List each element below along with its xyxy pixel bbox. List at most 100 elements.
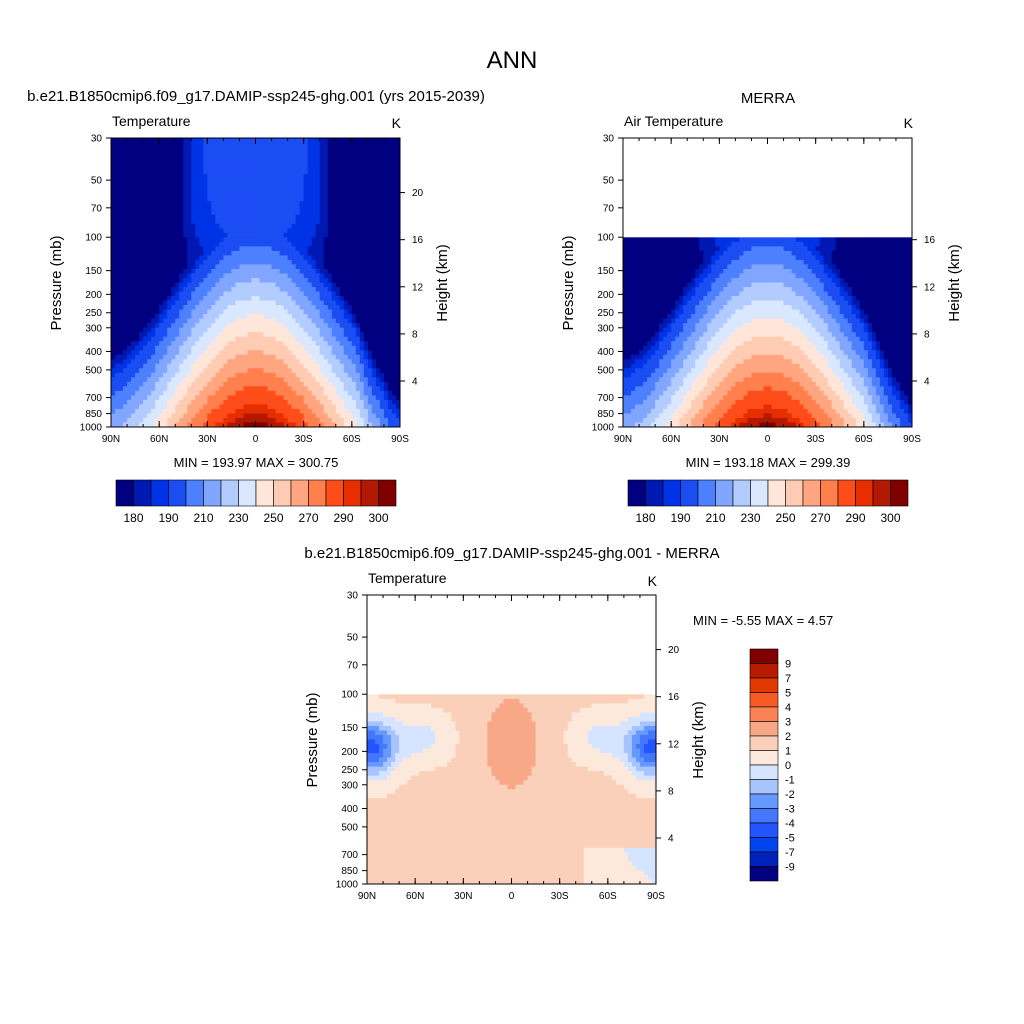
- field-cell: [151, 201, 156, 207]
- field-cell: [139, 390, 144, 396]
- field-cell: [255, 318, 260, 324]
- field-cell: [271, 314, 276, 320]
- field-cell: [323, 183, 329, 189]
- field-cell: [319, 336, 325, 342]
- field-cell: [211, 363, 216, 369]
- field-cell: [275, 296, 280, 301]
- field-cell: [123, 314, 128, 320]
- field-cell: [863, 241, 869, 247]
- field-cell: [279, 151, 284, 157]
- field-cell: [239, 332, 244, 338]
- field-cell: [203, 205, 208, 211]
- field-cell: [151, 287, 156, 292]
- field-cell: [195, 408, 200, 414]
- field-cell: [139, 399, 144, 405]
- field-cell: [395, 377, 401, 383]
- field-cell: [343, 390, 349, 396]
- field-cell: [323, 372, 329, 378]
- field-cell: [275, 363, 280, 369]
- field-cell: [195, 336, 200, 342]
- field-cell: [159, 201, 164, 207]
- field-cell: [135, 296, 140, 301]
- field-cell: [335, 196, 341, 202]
- field-cell: [323, 296, 329, 301]
- field-cell: [259, 178, 264, 184]
- field-cell: [155, 341, 160, 347]
- field-cell: [303, 381, 309, 387]
- field-cell: [131, 291, 136, 297]
- field-cell: [307, 277, 313, 283]
- field-cell: [291, 160, 297, 166]
- field-cell: [219, 408, 224, 414]
- field-cell: [207, 305, 212, 310]
- field-cell: [339, 156, 345, 161]
- field-cell: [387, 390, 393, 396]
- field-cell: [223, 417, 228, 423]
- field-cell: [283, 151, 289, 157]
- field-cell: [203, 169, 208, 175]
- field-cell: [383, 268, 389, 274]
- field-cell: [147, 273, 152, 279]
- field-cell: [287, 201, 293, 207]
- field-cell: [139, 169, 144, 175]
- field-cell: [127, 255, 132, 261]
- field-cell: [755, 241, 760, 247]
- field-cell: [331, 192, 337, 198]
- field-cell: [367, 183, 373, 189]
- field-cell: [363, 341, 369, 347]
- field-cell: [147, 336, 152, 342]
- field-cell: [291, 151, 297, 157]
- field-cell: [287, 282, 293, 288]
- field-cell: [359, 241, 365, 247]
- field-cell: [351, 147, 357, 152]
- field-cell: [227, 142, 232, 148]
- field-cell: [183, 300, 188, 306]
- field-cell: [215, 386, 220, 392]
- field-cell: [287, 345, 293, 351]
- field-cell: [127, 332, 132, 338]
- field-cell: [295, 214, 301, 220]
- field-cell: [263, 422, 268, 428]
- field-cell: [835, 237, 841, 243]
- field-cell: [147, 196, 152, 202]
- field-cell: [675, 241, 680, 247]
- field-cell: [111, 309, 116, 315]
- field-cell: [699, 250, 704, 256]
- field-cell: [151, 268, 156, 274]
- field-cell: [795, 241, 801, 247]
- field-cell: [303, 228, 309, 234]
- field-cell: [263, 327, 268, 333]
- field-cell: [203, 417, 208, 423]
- field-cell: [363, 214, 369, 220]
- field-cell: [327, 250, 333, 256]
- field-cell: [339, 327, 345, 333]
- field-cell: [323, 417, 329, 423]
- field-cell: [335, 372, 341, 378]
- field-cell: [387, 381, 393, 387]
- field-cell: [155, 363, 160, 369]
- field-cell: [811, 241, 817, 247]
- field-cell: [371, 246, 377, 252]
- field-cell: [143, 381, 148, 387]
- field-cell: [183, 165, 188, 171]
- field-cell: [263, 142, 268, 148]
- field-cell: [371, 277, 377, 283]
- field-cell: [223, 395, 228, 401]
- field-cell: [183, 192, 188, 198]
- field-cell: [347, 160, 353, 166]
- field-cell: [151, 277, 156, 283]
- field-cell: [355, 336, 361, 342]
- field-cell: [255, 228, 260, 234]
- field-cell: [319, 160, 325, 166]
- field-cell: [147, 314, 152, 320]
- field-cell: [151, 305, 156, 310]
- field-cell: [227, 408, 232, 414]
- field-cell: [367, 327, 373, 333]
- field-cell: [311, 336, 317, 342]
- field-cell: [235, 250, 240, 256]
- field-cell: [135, 305, 140, 310]
- field-cell: [259, 386, 264, 392]
- field-cell: [367, 205, 373, 211]
- field-cell: [219, 138, 224, 143]
- field-cell: [195, 241, 200, 247]
